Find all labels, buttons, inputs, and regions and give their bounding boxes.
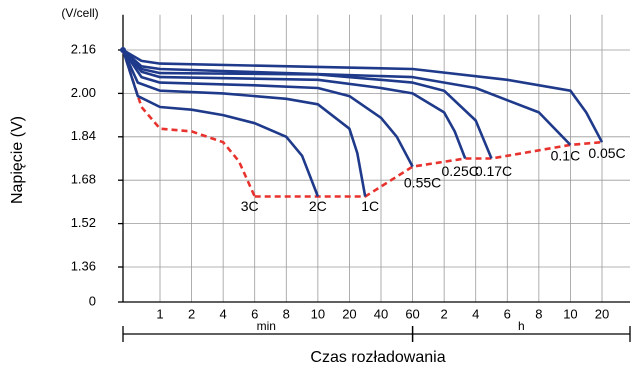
x-tick-label: 6 [504, 306, 511, 321]
discharge-curve [122, 48, 604, 143]
curve-label: 1C [361, 198, 379, 214]
x-tick-label: 10 [563, 306, 577, 321]
x-tick-label: 6 [251, 306, 258, 321]
x-axis-title: Czas rozładowania [310, 349, 445, 366]
origin-dot [120, 47, 126, 53]
x-tick-label: 8 [535, 306, 542, 321]
curve-label: 3C [241, 198, 259, 214]
discharge-curve [121, 49, 414, 168]
y-tick-label: 1.84 [71, 128, 96, 143]
y-tick-label: 2.00 [71, 85, 96, 100]
y-axis-title: Napięcie (V) [9, 116, 26, 204]
y-tick-label: 2.16 [71, 41, 96, 56]
x-tick-label: 20 [342, 306, 356, 321]
x-tick-label: 2 [441, 306, 448, 321]
x-tick-label: 4 [220, 306, 227, 321]
curve-label: 0.55C [404, 174, 441, 190]
section-label: min [257, 319, 276, 333]
discharge-curve [122, 49, 493, 159]
x-tick-label: 2 [188, 306, 195, 321]
x-tick-label: 4 [472, 306, 479, 321]
discharge-curve [121, 49, 367, 197]
x-tick-label: 40 [374, 306, 388, 321]
x-tick-label: 1 [156, 306, 163, 321]
y-tick-label: 1.36 [71, 258, 96, 273]
curve-label: 0.1C [551, 148, 581, 164]
x-tick-label: 20 [595, 306, 609, 321]
section-label: h [518, 319, 525, 333]
y-tick-label: 1.68 [71, 172, 96, 187]
discharge-curve [121, 49, 320, 197]
y-tick-label: 0 [89, 293, 96, 308]
curve-label: 0.05C [588, 145, 625, 161]
x-tick-label: 8 [283, 306, 290, 321]
x-tick-label: 60 [405, 306, 419, 321]
x-tick-label: 10 [311, 306, 325, 321]
curve-label: 2C [309, 198, 327, 214]
discharge-curve [122, 49, 467, 159]
discharge-curve [121, 49, 256, 198]
end-voltage-line [254, 140, 603, 198]
discharge-curve [122, 49, 572, 146]
y-tick-label: 1.52 [71, 215, 96, 230]
curve-label: 0.25C [442, 163, 479, 179]
curve-label: 0.17C [475, 163, 512, 179]
y-unit-label: (V/cell) [61, 6, 98, 20]
